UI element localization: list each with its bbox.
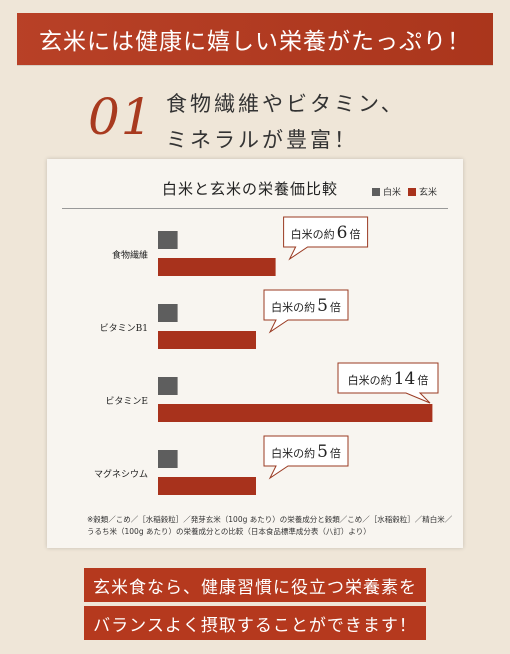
bar-brown-rice	[158, 331, 256, 349]
section-heading-line1: 食物繊維やビタミン、	[166, 92, 405, 116]
footnote-line2: うるち米（100g あたり）の栄養成分との比較（日本食品標準成分表（八訂）より）	[87, 527, 371, 536]
callout-bubble	[263, 435, 349, 480]
legend-swatch-brown-rice	[408, 187, 417, 196]
bar-white-rice	[158, 377, 178, 395]
bar-brown-rice	[158, 258, 276, 276]
top-banner: 玄米には健康に嬉しい栄養がたっぷり！	[17, 13, 493, 65]
bar-white-rice	[158, 450, 178, 468]
callout-bubble	[283, 216, 369, 261]
category-label: ビタミンB1	[100, 323, 148, 334]
message-line2-box: バランスよく摂取することができます！	[84, 606, 426, 640]
section-number: 01	[88, 88, 154, 146]
legend-label-white-rice: 白米	[383, 188, 402, 198]
bar-white-rice	[158, 304, 178, 322]
title-divider	[62, 208, 448, 209]
category-label: ビタミンE	[105, 396, 148, 407]
callout-bubble	[263, 289, 349, 334]
chart-title: 白米と玄米の栄養価比較	[162, 180, 339, 198]
callout-bubble	[337, 362, 439, 404]
category-label: マグネシウム	[94, 468, 148, 480]
callout-text: 白米の約 5 倍	[271, 296, 341, 316]
legend-label-brown-rice: 玄米	[419, 188, 438, 198]
bar-brown-rice	[158, 404, 433, 422]
bar-brown-rice	[158, 477, 256, 495]
legend-swatch-white-rice	[372, 187, 380, 196]
message-line2: バランスよく摂取することができます！	[93, 615, 417, 636]
bar-white-rice	[158, 231, 178, 249]
banner-text: 玄米には健康に嬉しい栄養がたっぷり！	[39, 29, 471, 55]
callout-text: 白米の約 5 倍	[271, 442, 341, 462]
message-line1: 玄米食なら、健康習慣に役立つ栄養素を	[93, 577, 417, 598]
chart-legend: 白米 玄米	[372, 185, 437, 198]
chart-footnote: ※穀類／こめ／［水稲穀粒］／発芽玄米（100g あたり）の栄養成分と穀類／こめ／…	[87, 514, 453, 538]
callout-text: 白米の約 6 倍	[291, 223, 361, 243]
category-label: 食物繊維	[112, 249, 148, 261]
message-line1-box: 玄米食なら、健康習慣に役立つ栄養素を	[84, 568, 426, 602]
footnote-line1: ※穀類／こめ／［水稲穀粒］／発芽玄米（100g あたり）の栄養成分と穀類／こめ／…	[87, 515, 453, 524]
callout-text: 白米の約 14 倍	[348, 369, 429, 389]
section-heading-line2: ミネラルが豊富！	[166, 128, 358, 152]
